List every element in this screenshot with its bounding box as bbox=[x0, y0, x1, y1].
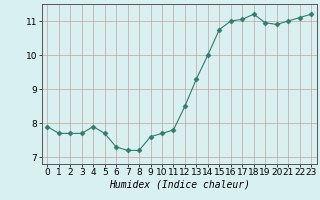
X-axis label: Humidex (Indice chaleur): Humidex (Indice chaleur) bbox=[109, 180, 250, 190]
